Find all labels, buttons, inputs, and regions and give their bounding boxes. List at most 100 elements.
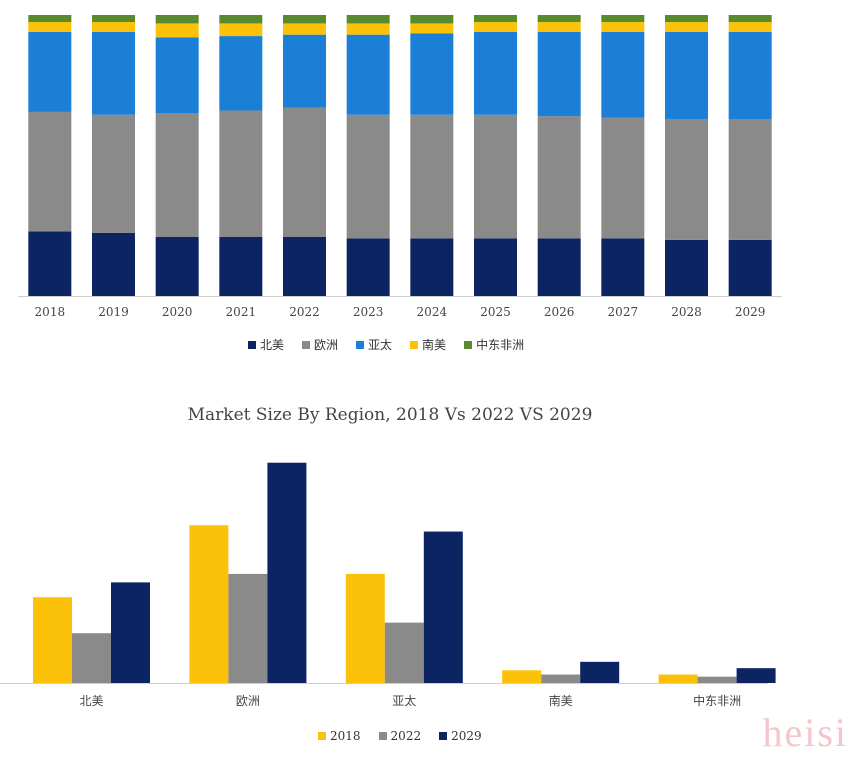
legend-swatch [356, 340, 365, 349]
stack-bar-2024-series-1 [410, 114, 454, 239]
stack-bar-2020-series-4 [155, 15, 199, 24]
x-tick-label: 2025 [480, 305, 511, 319]
x-tick-label: 亚太 [392, 693, 416, 708]
stack-bar-2022-series-0 [283, 236, 326, 296]
legend-item: 2018 [318, 729, 361, 743]
legend-swatch [318, 732, 326, 740]
stacked-chart-legend: 北美 欧洲 亚太 南美 中东非洲 [248, 336, 524, 353]
legend-swatch [410, 340, 419, 349]
stack-bar-2019-series-3 [92, 22, 135, 32]
stack-bar-2020-series-3 [155, 23, 199, 38]
legend-label: 欧洲 [314, 338, 339, 352]
bar-2018-cat-3 [502, 670, 542, 683]
stack-bar-2022-series-2 [283, 34, 326, 108]
bar-2022-cat-1 [228, 573, 268, 683]
legend-label: 中东非洲 [476, 338, 525, 352]
stack-bar-2028-series-1 [665, 118, 708, 240]
stack-bar-2018-series-1 [28, 111, 72, 232]
stack-bar-2019-series-4 [92, 15, 135, 23]
stack-bar-2025-series-4 [474, 15, 517, 23]
stack-bar-2024-series-0 [410, 238, 454, 296]
stack-bar-2027-series-4 [601, 15, 645, 23]
stack-bar-2027-series-0 [601, 238, 645, 296]
stack-bar-2027-series-2 [601, 31, 645, 118]
legend-item: 亚太 [356, 336, 392, 353]
x-tick-label: 2020 [162, 305, 193, 319]
stack-bar-2023-series-4 [346, 15, 390, 24]
stack-bar-2026-series-1 [537, 116, 581, 239]
stack-bar-2018-series-2 [28, 31, 72, 112]
legend-swatch [439, 732, 448, 740]
legend-item: 北美 [248, 336, 284, 353]
stack-bar-2028-series-2 [665, 31, 708, 119]
x-tick-label: 中东非洲 [693, 693, 741, 708]
stack-bar-2021-series-4 [219, 15, 263, 24]
grouped-chart-legend: 2018 2022 2029 [318, 729, 482, 743]
stack-bar-2020-series-0 [155, 236, 199, 296]
stack-bar-2025-series-1 [474, 114, 517, 239]
stack-bar-2026-series-3 [537, 22, 581, 32]
stack-bar-2019-series-0 [92, 232, 135, 297]
x-tick-label: 北美 [79, 694, 103, 708]
stack-bar-2022-series-1 [283, 107, 326, 237]
x-tick-label: 南美 [549, 693, 573, 708]
stack-bar-2024-series-3 [410, 23, 454, 34]
legend-label: 南美 [422, 338, 447, 352]
x-tick-label: 2021 [226, 305, 257, 319]
legend-item: 2029 [439, 729, 482, 743]
stack-bar-2025-series-2 [474, 31, 517, 115]
legend-label: 2018 [330, 729, 361, 743]
stack-bar-2018-series-3 [28, 22, 72, 32]
x-tick-label: 2024 [417, 305, 448, 319]
legend-item: 2022 [378, 729, 422, 743]
bar-2029-cat-0 [111, 582, 150, 683]
legend-item: 欧洲 [302, 336, 338, 353]
x-tick-label: 2022 [289, 305, 320, 319]
stack-bar-2029-series-0 [728, 239, 772, 296]
watermark-text: heisi [762, 710, 848, 755]
stack-bar-2028-series-3 [665, 22, 708, 32]
bar-2029-cat-1 [267, 462, 307, 683]
bar-2018-cat-0 [33, 597, 72, 683]
legend-swatch [464, 340, 473, 349]
x-tick-label: 2018 [35, 305, 66, 319]
stack-bar-2018-series-0 [28, 231, 72, 296]
legend-item: 中东非洲 [464, 336, 524, 353]
stack-bar-2022-series-4 [283, 15, 326, 24]
stack-bar-2023-series-2 [346, 34, 390, 115]
legend-label: 2029 [451, 729, 482, 743]
bar-2029-cat-2 [423, 531, 463, 683]
legend-label: 2022 [390, 729, 422, 743]
stack-bar-2026-series-4 [537, 15, 581, 23]
stack-bar-2019-series-1 [92, 114, 135, 233]
stack-bar-2019-series-2 [92, 31, 135, 115]
legend-swatch [302, 340, 311, 349]
bar-2022-cat-3 [541, 674, 581, 683]
stack-bar-2027-series-3 [601, 22, 645, 32]
stack-bar-2028-series-4 [665, 15, 708, 23]
stack-bar-2021-series-1 [219, 110, 263, 237]
bar-2022-cat-2 [384, 622, 424, 683]
stack-bar-2029-series-4 [728, 15, 772, 23]
stack-bar-2025-series-3 [474, 22, 517, 32]
stack-bar-2028-series-0 [665, 239, 708, 296]
bar-2029-cat-4 [736, 668, 776, 683]
stack-bar-2018-series-4 [28, 15, 72, 23]
stack-bar-2021-series-3 [219, 23, 263, 37]
legend-label: 北美 [260, 338, 285, 352]
stack-bar-2020-series-2 [155, 37, 199, 114]
stack-bar-2029-series-2 [728, 31, 772, 119]
stack-bar-2029-series-3 [728, 22, 772, 32]
bar-2018-cat-2 [345, 573, 385, 683]
x-tick-label: 2019 [98, 305, 129, 319]
legend-swatch [248, 340, 256, 349]
chart-title: Market Size By Region, 2018 Vs 2022 VS 2… [187, 405, 593, 425]
stack-bar-2021-series-2 [219, 36, 263, 111]
stack-bar-2024-series-4 [410, 15, 454, 24]
stack-bar-2020-series-1 [155, 113, 199, 237]
legend-swatch [378, 732, 387, 740]
stack-bar-2027-series-1 [601, 117, 645, 239]
stacked-bar-chart: 2018 2019 2020 2021 2022 2023 2024 2025 2026 2027… [18, 15, 782, 319]
stack-bar-2022-series-3 [283, 23, 326, 35]
stack-bar-2023-series-1 [346, 114, 390, 239]
